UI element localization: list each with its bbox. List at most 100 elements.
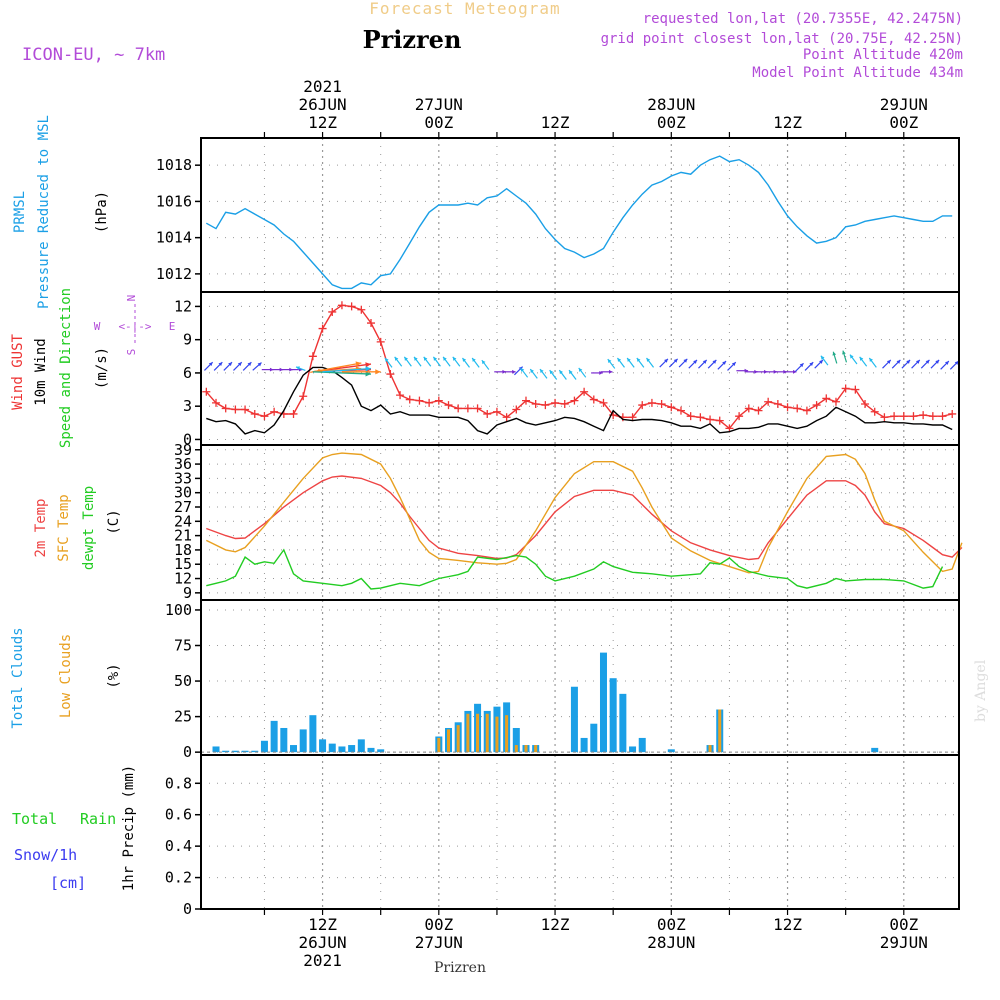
top-time-label: 12Z — [773, 113, 802, 132]
gust-marker — [473, 404, 482, 413]
ytick-label: 9 — [183, 331, 192, 349]
bottom-time-label: 00Z — [657, 915, 686, 934]
wind-arrow-head — [886, 359, 891, 364]
wind-arrow-head — [819, 359, 823, 364]
wind-arrow-long-head — [365, 371, 372, 377]
gust-marker — [212, 398, 221, 407]
total-cloud-bar — [290, 745, 298, 753]
wind-arrow-head — [859, 356, 864, 361]
wind-arrow-head — [578, 367, 583, 372]
gust-marker — [492, 407, 501, 416]
requested-coords: requested lon,lat (20.7355E, 42.2475N) — [643, 11, 963, 27]
bottom-time-label: 26JUN — [298, 933, 346, 952]
total-cloud-bar — [260, 740, 268, 753]
wind-arrow-head — [433, 356, 438, 361]
gust-marker — [231, 405, 240, 414]
wind-arrow-long-head — [355, 361, 362, 367]
wind-arrow-head — [636, 357, 641, 362]
wind-arrow-head — [218, 362, 223, 367]
compass-s: S — [125, 349, 138, 356]
low-cloud-bar — [495, 716, 499, 753]
wind-arrow-long-head — [365, 366, 372, 372]
total-cloud-bar — [367, 747, 375, 753]
ytick-label: 100 — [165, 601, 192, 619]
low-cloud-bar — [514, 745, 518, 753]
credit-text: by Angel — [973, 659, 989, 722]
ytick-label: 0.8 — [165, 774, 192, 792]
total-cloud-bar — [570, 686, 578, 753]
compass-w: W — [94, 320, 101, 333]
wind-arrow-head — [472, 357, 476, 362]
gust-marker — [822, 394, 831, 403]
bottom-time-label: 12Z — [308, 915, 337, 934]
label-1hr-precip: 1hr Precip (mm) — [121, 765, 137, 891]
low-cloud-bar — [708, 745, 712, 753]
bottom-time-label: 28JUN — [647, 933, 695, 952]
ytick-label: 3 — [183, 397, 192, 415]
ytick-label: 1018 — [156, 156, 192, 174]
top-time-label: 12Z — [308, 113, 337, 132]
gust-marker — [405, 395, 414, 404]
wind-arrow-long — [312, 362, 362, 373]
low-cloud-bar — [456, 725, 460, 753]
bottom-time-label: 27JUN — [415, 933, 463, 952]
ytick-label: 30 — [174, 484, 192, 502]
panel-frame — [200, 444, 960, 601]
wind-arrow-head — [295, 366, 300, 370]
wind-arrow-head — [617, 357, 622, 362]
wind-arrow-head — [394, 356, 399, 361]
plot-layer: 1012101410161018036912912151821242730333… — [156, 77, 963, 970]
wind-arrow-head — [799, 363, 804, 368]
wind-arrow-head — [237, 362, 242, 367]
gust-marker — [764, 397, 773, 406]
gust-marker — [386, 370, 395, 379]
label-dewpt-temp: dewpt Temp — [81, 486, 97, 570]
gust-marker — [444, 401, 453, 410]
gust-marker — [831, 397, 840, 406]
wind-arrow-head — [906, 359, 911, 364]
gust-marker — [531, 399, 540, 408]
total-cloud-bar — [599, 652, 607, 753]
total-cloud-bar — [580, 737, 588, 753]
gust-marker — [396, 391, 405, 400]
gust-marker — [948, 409, 957, 418]
gust-marker — [560, 399, 569, 408]
gust-marker — [686, 412, 695, 421]
gust-marker — [454, 404, 463, 413]
low-cloud-bar — [485, 713, 489, 753]
ytick-label: 6 — [183, 364, 192, 382]
gust-marker — [851, 385, 860, 394]
total-cloud-bar — [222, 750, 230, 753]
low-cloud-bar — [524, 745, 528, 753]
gust-marker — [347, 302, 356, 311]
ytick-label: 33 — [174, 469, 192, 487]
total-cloud-bar — [667, 749, 675, 753]
gust-marker — [580, 387, 589, 396]
bottom-time-label: 29JUN — [880, 933, 928, 952]
gust-marker — [270, 407, 279, 416]
ytick-label: 25 — [174, 708, 192, 726]
top-time-label: 2021 — [303, 77, 342, 96]
gust-marker — [812, 401, 821, 410]
gust-marker — [861, 399, 870, 408]
wind-arrow-head — [925, 359, 930, 364]
total-cloud-bar — [231, 750, 239, 753]
grid-point-coords: grid point closest lon,lat (20.75E, 42.2… — [601, 31, 963, 47]
compass-ew-axis: <-|-> — [118, 320, 151, 333]
gust-marker — [483, 409, 492, 418]
compass-rose: N S W E <-|-> — [94, 295, 176, 356]
wind-arrow-head — [842, 350, 846, 355]
label-ms: (m/s) — [94, 347, 110, 389]
gust-marker — [890, 412, 899, 421]
dewpt-temp-line — [206, 548, 944, 590]
gust-marker — [367, 319, 376, 328]
top-time-label: 00Z — [889, 113, 918, 132]
total-cloud-bar — [299, 729, 307, 753]
gust-marker — [899, 412, 908, 421]
wind-arrow-head — [607, 359, 612, 364]
wind-arrow-long — [312, 367, 362, 373]
panel-wind: 0 3 6 9 12 — [174, 292, 959, 448]
low-cloud-bar — [534, 745, 538, 753]
bottom-time-label: 2021 — [303, 951, 342, 970]
total-cloud-bar — [377, 749, 385, 753]
